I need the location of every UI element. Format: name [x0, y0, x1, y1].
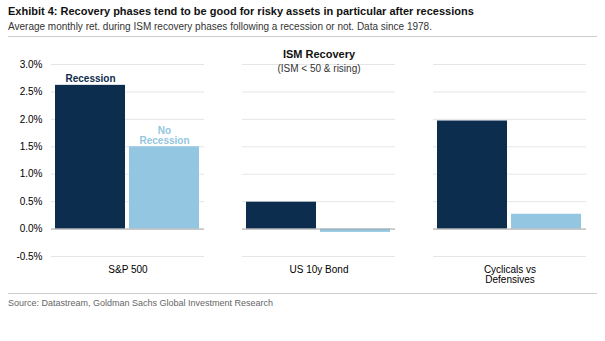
html-text:Source: Datastream, Goldman Sa: Source: Datastream, Goldman Sachs Global…	[8, 298, 274, 308]
svg-text:2.0%: 2.0%	[20, 114, 43, 125]
svg-text:2.5%: 2.5%	[20, 86, 43, 97]
svg-text:Recession: Recession	[65, 73, 115, 84]
svg-text:-0.5%: -0.5%	[16, 251, 42, 262]
svg-text:(ISM < 50 & rising): (ISM < 50 & rising)	[277, 63, 360, 74]
html-text:Exhibit 4: Recovery phases ten: Exhibit 4: Recovery phases tend to be go…	[8, 5, 474, 17]
svg-text:US 10y Bond: US 10y Bond	[290, 264, 349, 275]
svg-text:Cyclicals vsDefensives: Cyclicals vsDefensives	[484, 264, 536, 285]
svg-text:1.5%: 1.5%	[20, 141, 43, 152]
svg-text:1.0%: 1.0%	[20, 168, 43, 179]
svg-text:ISM Recovery: ISM Recovery	[283, 48, 356, 60]
svg-text:S&P 500: S&P 500	[108, 264, 148, 275]
svg-text:0.5%: 0.5%	[20, 196, 43, 207]
svg-text:3.0%: 3.0%	[20, 59, 43, 70]
svg-text:0.0%: 0.0%	[20, 223, 43, 234]
html-text:Average monthly ret. during IS: Average monthly ret. during ISM recovery…	[8, 21, 432, 32]
svg-text:NoRecession: NoRecession	[139, 125, 189, 146]
